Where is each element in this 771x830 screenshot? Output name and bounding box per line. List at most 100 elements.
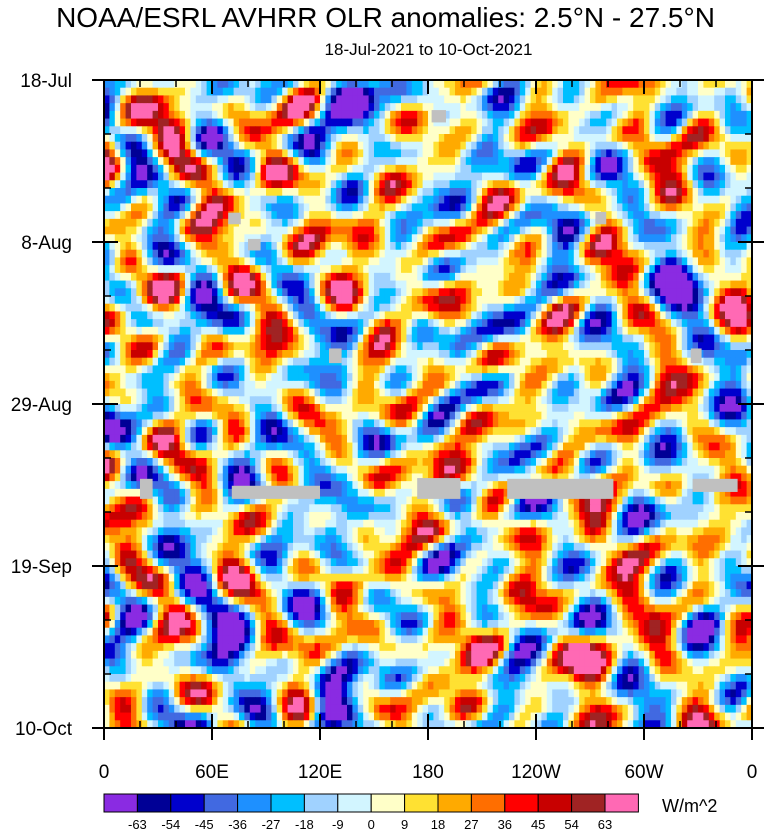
heatmap-cell: [406, 164, 413, 173]
heatmap-cell: [584, 87, 591, 96]
heatmap-cell: [255, 234, 261, 243]
heatmap-cell: [379, 218, 386, 227]
heatmap-cell: [514, 134, 521, 143]
heatmap-cell: [665, 357, 672, 366]
heatmap-cell: [509, 195, 515, 204]
heatmap-cell: [384, 203, 391, 212]
heatmap-cell: [746, 265, 752, 274]
heatmap-cell: [725, 380, 731, 389]
heatmap-cell: [217, 311, 224, 320]
heatmap-cell: [260, 296, 267, 305]
heatmap-cell: [222, 326, 229, 335]
heatmap-cell: [498, 180, 504, 189]
heatmap-cell: [222, 288, 229, 297]
heatmap-cell: [217, 334, 224, 343]
heatmap-cell: [136, 280, 143, 289]
heatmap-cell: [428, 303, 434, 312]
heatmap-cell: [638, 257, 645, 266]
heatmap-cell: [422, 350, 429, 359]
heatmap-cell: [336, 157, 342, 166]
heatmap-cell: [120, 380, 126, 389]
heatmap-cell: [168, 80, 175, 89]
heatmap-cell: [584, 365, 591, 374]
heatmap-cell: [411, 350, 418, 359]
heatmap-cell: [600, 195, 607, 204]
heatmap-cell: [179, 334, 186, 343]
heatmap-cell: [395, 249, 402, 258]
heatmap-cell: [314, 157, 321, 166]
heatmap-cell: [152, 280, 159, 289]
heatmap-cell: [131, 126, 137, 135]
heatmap-cell: [325, 257, 332, 266]
heatmap-cell: [552, 288, 558, 297]
heatmap-cell: [428, 172, 434, 181]
heatmap-cell: [104, 110, 110, 119]
heatmap-cell: [428, 388, 434, 397]
heatmap-cell: [725, 157, 731, 166]
heatmap-cell: [433, 103, 440, 112]
heatmap-cell: [104, 257, 110, 266]
heatmap-cell: [725, 265, 731, 274]
heatmap-cell: [568, 296, 575, 305]
heatmap-cell: [660, 172, 666, 181]
heatmap-cell: [206, 272, 213, 281]
heatmap-cell: [341, 157, 348, 166]
heatmap-cell: [352, 234, 359, 243]
heatmap-cell: [449, 134, 456, 143]
heatmap-cell: [449, 211, 456, 220]
heatmap-cell: [444, 172, 450, 181]
heatmap-cell: [125, 188, 132, 197]
heatmap-cell: [530, 280, 537, 289]
heatmap-cell: [617, 164, 623, 173]
heatmap-cell: [536, 319, 542, 328]
heatmap-cell: [509, 303, 515, 312]
heatmap-cell: [260, 249, 267, 258]
heatmap-cell: [541, 319, 548, 328]
heatmap-cell: [325, 118, 332, 127]
heatmap-cell: [422, 388, 429, 397]
heatmap-cell: [109, 280, 116, 289]
heatmap-cell: [233, 188, 240, 197]
heatmap-cell: [336, 334, 342, 343]
heatmap-cell: [460, 172, 467, 181]
heatmap-cell: [336, 103, 342, 112]
heatmap-cell: [104, 296, 110, 305]
heatmap-cell: [600, 272, 607, 281]
heatmap-cell: [222, 87, 229, 96]
heatmap-cell: [158, 319, 164, 328]
heatmap-cell: [741, 380, 747, 389]
heatmap-cell: [341, 342, 348, 351]
heatmap-cell: [179, 288, 186, 297]
heatmap-cell: [298, 157, 305, 166]
heatmap-cell: [552, 103, 558, 112]
heatmap-cell: [660, 365, 666, 374]
heatmap-cell: [552, 126, 558, 135]
heatmap-cell: [687, 87, 693, 96]
heatmap-cell: [260, 80, 267, 89]
heatmap-cell: [671, 149, 677, 158]
heatmap-cell: [255, 357, 261, 366]
heatmap-cell: [719, 180, 726, 189]
heatmap-cell: [320, 350, 326, 359]
heatmap-cell: [109, 334, 116, 343]
heatmap-cell: [633, 342, 639, 351]
heatmap-cell: [363, 357, 369, 366]
heatmap-cell: [125, 172, 132, 181]
heatmap-cell: [357, 319, 364, 328]
heatmap-cell: [195, 350, 202, 359]
heatmap-cell: [244, 319, 251, 328]
heatmap-cell: [703, 180, 710, 189]
heatmap-cell: [320, 365, 326, 374]
heatmap-cell: [514, 226, 521, 235]
heatmap-cell: [212, 95, 218, 104]
heatmap-cell: [120, 226, 126, 235]
heatmap-cell: [136, 342, 143, 351]
heatmap-cell: [276, 134, 283, 143]
heatmap-cell: [168, 373, 175, 382]
heatmap-cell: [595, 365, 602, 374]
heatmap-cell: [244, 249, 251, 258]
heatmap-cell: [428, 110, 434, 119]
heatmap-cell: [627, 296, 634, 305]
heatmap-cell: [649, 342, 656, 351]
heatmap-cell: [114, 126, 121, 135]
